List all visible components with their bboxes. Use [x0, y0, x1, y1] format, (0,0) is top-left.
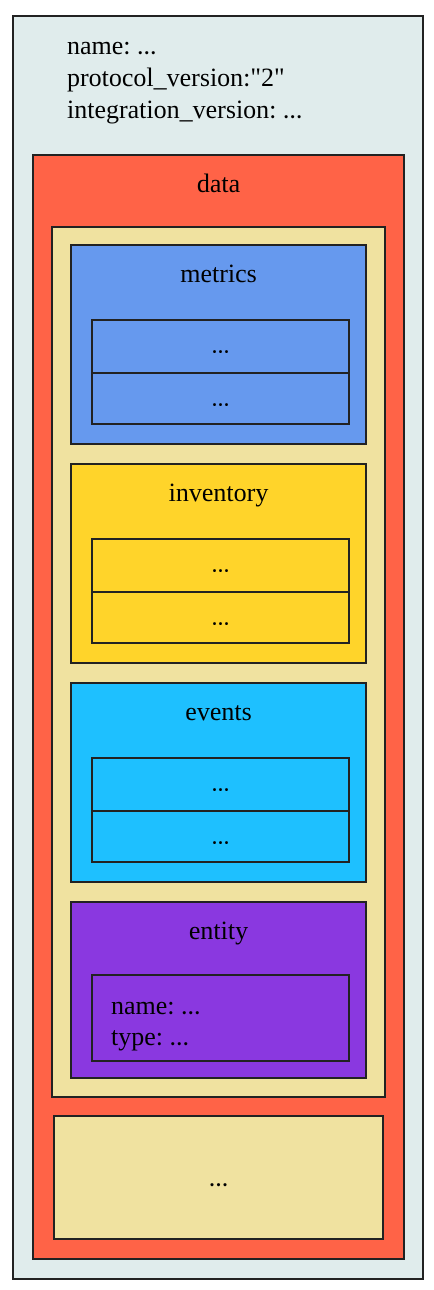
entity-type-text: type: ... [111, 1022, 189, 1051]
events-group: events ... ... [70, 682, 367, 883]
inventory-item: ... [211, 552, 230, 578]
metrics-list: ... ... [91, 319, 350, 425]
root-header: name: ... protocol_version:"2" integrati… [67, 30, 302, 126]
name-field-text: name: ... [67, 31, 157, 60]
inventory-group: inventory ... ... [70, 463, 367, 664]
events-item: ... [93, 810, 348, 861]
events-list: ... ... [91, 757, 350, 863]
integration-version-text: integration_version: ... [67, 95, 303, 124]
metrics-group: metrics ... ... [70, 244, 367, 445]
entity-group: entity name: ... type: ... [70, 901, 367, 1079]
inventory-title: inventory [168, 478, 269, 507]
entity-name-text: name: ... [111, 991, 201, 1020]
events-item: ... [211, 771, 230, 797]
metrics-item: ... [211, 333, 230, 359]
entity-fields: name: ... type: ... [91, 974, 350, 1062]
data-title: data [196, 169, 241, 198]
protocol-version-text: protocol_version:"2" [67, 63, 285, 92]
events-title: events [185, 697, 252, 726]
inventory-item: ... [93, 591, 348, 642]
additional-data-item: ... [53, 1115, 384, 1240]
entity-title: entity [188, 916, 249, 945]
inventory-list: ... ... [91, 538, 350, 644]
metrics-item: ... [93, 372, 348, 423]
metrics-title: metrics [180, 259, 257, 288]
